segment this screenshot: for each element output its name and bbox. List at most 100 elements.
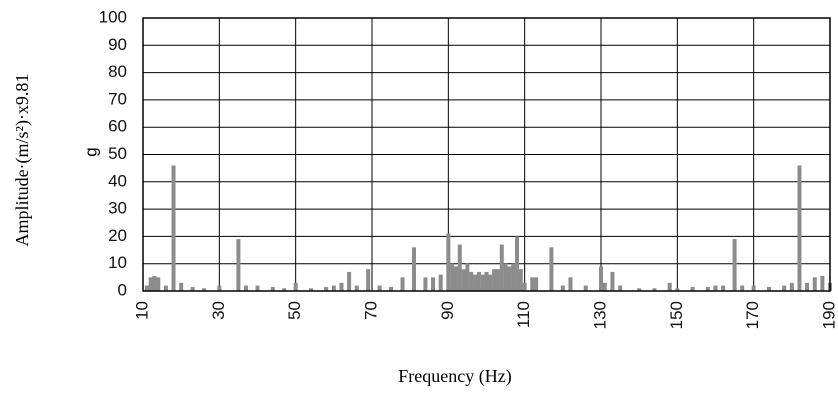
bar xyxy=(705,286,710,291)
bar xyxy=(411,247,416,291)
x-tick-label: 30 xyxy=(209,301,228,320)
x-tick-label: 110 xyxy=(514,301,533,328)
bar xyxy=(789,282,794,291)
y-tick-label: 100 xyxy=(99,7,127,26)
bar xyxy=(163,285,168,291)
x-tick-label: 90 xyxy=(438,301,457,320)
bar xyxy=(217,285,222,291)
bar xyxy=(499,244,504,291)
bar xyxy=(255,285,260,291)
bar xyxy=(236,239,241,291)
bar xyxy=(511,263,516,291)
y-tick-label: 10 xyxy=(108,253,127,272)
bar xyxy=(152,275,157,291)
y-tick-label: 60 xyxy=(108,117,127,136)
bar xyxy=(652,288,657,291)
bar xyxy=(377,285,382,291)
x-tick-label: 10 xyxy=(132,301,151,320)
bar xyxy=(308,288,313,291)
bar xyxy=(583,285,588,291)
bar xyxy=(270,286,275,291)
bar xyxy=(282,288,287,291)
bar xyxy=(740,285,745,291)
bar xyxy=(488,274,493,291)
x-tick-label: 70 xyxy=(361,301,380,320)
bar xyxy=(534,277,539,291)
bar xyxy=(431,277,436,291)
bar xyxy=(797,165,802,291)
bar xyxy=(518,269,523,291)
bar xyxy=(244,285,249,291)
bar xyxy=(805,282,810,291)
bar xyxy=(495,269,500,291)
bar xyxy=(324,286,329,291)
bar xyxy=(156,277,161,291)
bar xyxy=(446,233,451,291)
bar xyxy=(473,274,478,291)
bar xyxy=(480,274,485,291)
bar xyxy=(568,277,573,291)
bar xyxy=(347,271,352,291)
x-tick-label: 50 xyxy=(285,301,304,320)
bar xyxy=(331,285,336,291)
bar xyxy=(450,263,455,291)
bar xyxy=(202,288,207,291)
bar xyxy=(515,236,520,291)
plot-border xyxy=(142,17,831,292)
bar xyxy=(812,277,817,291)
y-axis-label: Amplitude·(m/s²)·x9.81 xyxy=(12,74,33,247)
bar xyxy=(610,271,615,291)
x-tick-label: 150 xyxy=(667,301,686,329)
bar xyxy=(503,263,508,291)
y-tick-label: 30 xyxy=(108,199,127,218)
bar xyxy=(179,282,184,291)
bar xyxy=(602,282,607,291)
bar xyxy=(461,269,466,291)
y-tick-label: 50 xyxy=(108,144,127,163)
bar xyxy=(469,271,474,291)
bar xyxy=(690,286,695,291)
bar xyxy=(667,282,672,291)
bar xyxy=(354,285,359,291)
bar xyxy=(507,266,512,291)
bar xyxy=(637,288,642,291)
bar xyxy=(618,285,623,291)
bar xyxy=(766,286,771,291)
bar xyxy=(423,277,428,291)
bar xyxy=(751,285,756,291)
y-tick-label: 90 xyxy=(108,35,127,54)
bar xyxy=(492,269,497,291)
bar xyxy=(599,266,603,291)
y-tick-label: 20 xyxy=(108,226,127,245)
bar xyxy=(820,275,825,291)
bar xyxy=(366,269,371,291)
bar xyxy=(148,277,153,291)
bar xyxy=(484,271,489,291)
bar xyxy=(465,263,470,291)
bar xyxy=(782,285,787,291)
bar xyxy=(457,244,462,291)
bar xyxy=(675,288,680,291)
bar xyxy=(476,271,481,291)
x-tick-label: 130 xyxy=(590,301,609,329)
bar xyxy=(293,282,298,291)
bar xyxy=(339,282,344,291)
bar xyxy=(438,274,443,291)
y-tick-label: 0 xyxy=(118,280,127,299)
x-tick-label: 190 xyxy=(819,301,838,329)
bar xyxy=(530,277,535,291)
bar xyxy=(144,285,149,291)
x-tick-label: 170 xyxy=(743,301,762,329)
bar xyxy=(453,266,458,291)
y-tick-label: 40 xyxy=(108,171,127,190)
bar xyxy=(171,165,176,291)
y-tick-label: 70 xyxy=(108,89,127,108)
y-tick-label: 80 xyxy=(108,62,127,81)
bar xyxy=(560,285,565,291)
bar xyxy=(522,282,527,291)
bar xyxy=(400,277,405,291)
y-unit: g xyxy=(81,147,100,156)
bar xyxy=(732,239,737,291)
bar xyxy=(721,285,726,291)
